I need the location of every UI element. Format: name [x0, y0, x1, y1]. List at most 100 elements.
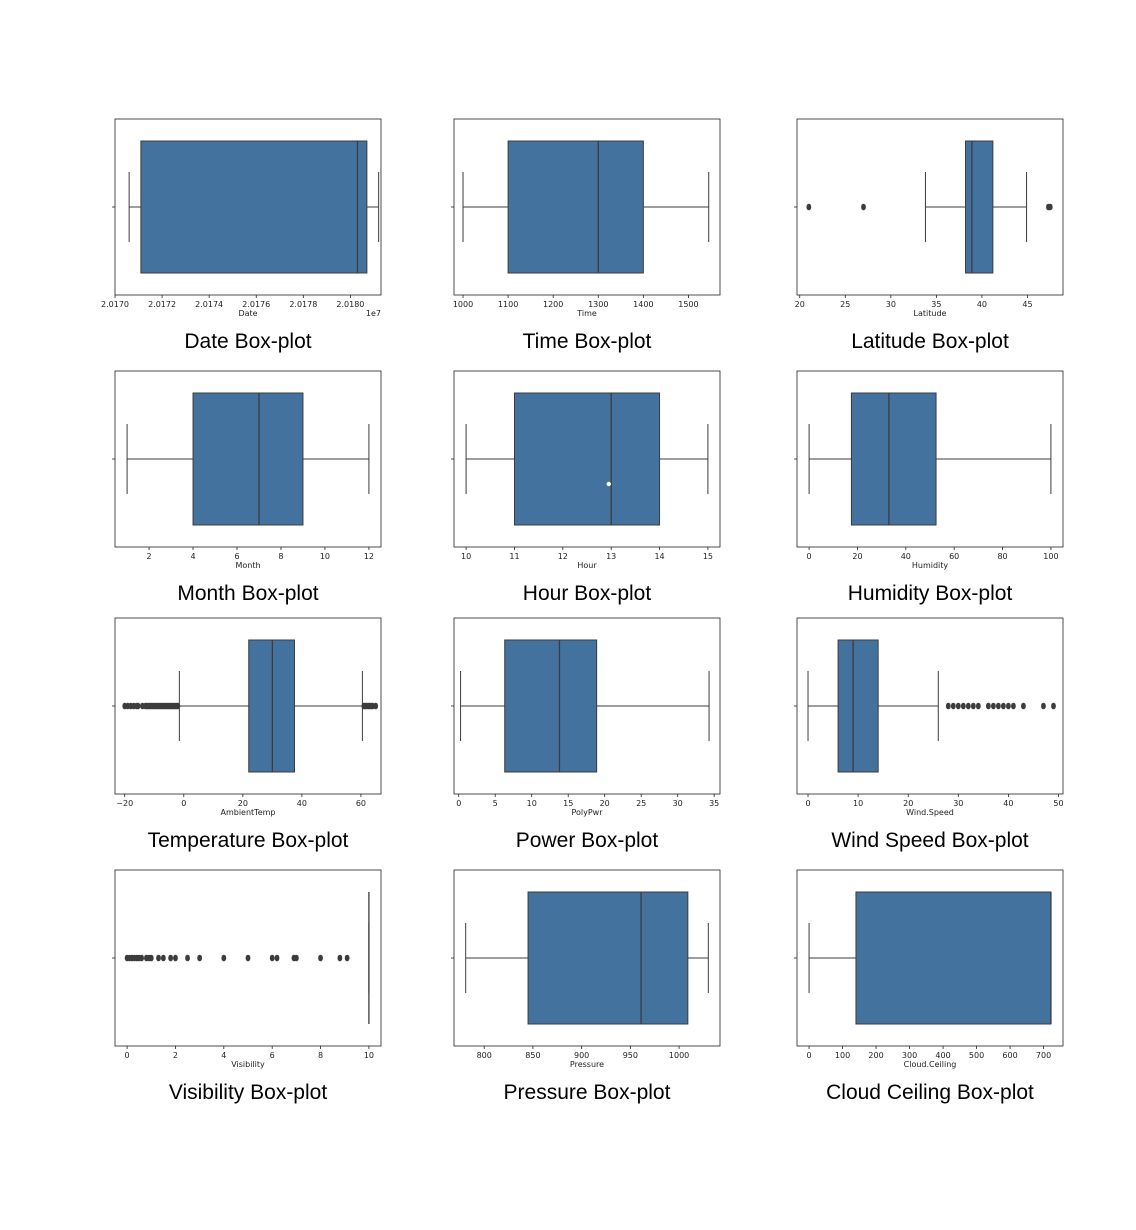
plot-caption: Hour Box-plot: [523, 582, 652, 605]
x-axis-label: Latitude: [914, 309, 947, 318]
x-tick-label: 20: [903, 799, 913, 808]
outlier-point: [156, 954, 161, 962]
outlier-point: [221, 954, 227, 962]
outlier-point: [975, 702, 981, 710]
x-tick-label: 30: [953, 799, 963, 808]
x-tick-label: 35: [931, 300, 941, 309]
outlier-point: [955, 702, 961, 710]
outlier-point: [168, 954, 174, 962]
x-tick-label: 60: [949, 552, 959, 561]
box-plot-panel: 0 20 40 60 80 100 Humidity Humidity Box-plot: [794, 370, 1064, 605]
outlier-point: [970, 702, 976, 710]
plot-caption: Latitude Box-plot: [851, 330, 1009, 353]
x-tick-label: 6: [234, 552, 239, 561]
outlier-point: [173, 954, 178, 962]
plot-caption: Power Box-plot: [516, 829, 659, 852]
x-tick-label: 8: [318, 1051, 323, 1060]
box-plot-panel: 0 5 10 15 20 25 30 35 PolyPwr Power Box-plot: [451, 617, 721, 852]
x-axis-label: Cloud.Ceiling: [904, 1060, 957, 1069]
outlier-point: [806, 203, 812, 211]
iqr-box: [507, 140, 644, 274]
x-tick-label: 20: [600, 799, 610, 808]
box-plot-panel: 1000 1100 1200 1300 1400 1500 Time Time Box-plo…: [451, 118, 721, 353]
x-tick-label: 1100: [498, 300, 518, 309]
x-tick-label: 2.0180: [336, 300, 364, 309]
x-axis-label: Wind.Speed: [906, 808, 954, 817]
x-tick-label: 35: [709, 799, 719, 808]
x-axis-label: PolyPwr: [571, 808, 603, 817]
plot-caption: Visibility Box-plot: [169, 1081, 328, 1104]
x-tick-label: 300: [902, 1051, 917, 1060]
x-tick-label: 800: [477, 1051, 492, 1060]
outlier-point: [985, 702, 991, 710]
x-tick-label: 11: [509, 552, 519, 561]
x-axis-label: Visibility: [231, 1060, 265, 1069]
iqr-box: [527, 891, 689, 1025]
x-tick-label: 40: [297, 799, 307, 808]
x-tick-label: 20: [795, 300, 805, 309]
x-axis-label: Time: [576, 309, 597, 318]
x-tick-label: 4: [190, 552, 195, 561]
outlier-point: [293, 954, 299, 962]
outlier-point: [965, 702, 971, 710]
x-tick-label: 14: [654, 552, 664, 561]
x-tick-label: 850: [525, 1051, 540, 1060]
outlier-point: [337, 954, 343, 962]
x-tick-label: 5: [493, 799, 498, 808]
outlier-point: [139, 954, 145, 962]
outlier-point: [197, 954, 203, 962]
x-tick-label: 2: [147, 552, 152, 561]
x-tick-label: 500: [969, 1051, 984, 1060]
x-tick-label: 2.0176: [242, 300, 270, 309]
mean-marker: [606, 481, 611, 487]
box-plot-panel: 20 25 30 35 40 45 Latitude Latitude Box-plot: [794, 118, 1064, 353]
plot-caption: Time Box-plot: [523, 330, 652, 353]
x-tick-label: 30: [673, 799, 683, 808]
x-tick-label: 600: [1002, 1051, 1017, 1060]
iqr-box: [513, 392, 661, 526]
x-tick-label: 40: [901, 552, 911, 561]
x-tick-label: 12: [364, 552, 374, 561]
x-tick-label: 13: [606, 552, 616, 561]
outlier-point: [1011, 702, 1016, 710]
x-tick-label: 100: [1043, 552, 1058, 561]
outlier-point: [861, 203, 866, 211]
plot-caption: Pressure Box-plot: [504, 1081, 671, 1104]
outlier-point: [1000, 702, 1006, 710]
x-tick-label: 700: [1036, 1051, 1051, 1060]
x-tick-label: 30: [886, 300, 896, 309]
outlier-point: [945, 702, 951, 710]
x-tick-label: 0: [456, 799, 461, 808]
outlier-point: [995, 702, 1001, 710]
x-tick-label: 10: [364, 1051, 374, 1060]
x-tick-label: 0: [181, 799, 186, 808]
x-tick-label: 25: [636, 799, 646, 808]
iqr-box: [965, 140, 994, 274]
x-tick-label: 2.0178: [289, 300, 317, 309]
x-axis-label: Pressure: [570, 1060, 604, 1069]
outlier-point: [990, 702, 996, 710]
x-tick-label: 10: [320, 552, 330, 561]
plot-caption: Humidity Box-plot: [848, 582, 1013, 605]
box-plot-panel: 2.0170 2.0172 2.0174 2.0176 2.0178 2.0180 Date…: [101, 118, 382, 353]
iqr-box: [855, 891, 1052, 1025]
x-tick-label: 20: [238, 799, 248, 808]
outlier-point: [135, 702, 141, 710]
x-tick-label: 900: [574, 1051, 589, 1060]
x-tick-label: 1000: [669, 1051, 689, 1060]
iqr-box: [192, 392, 304, 526]
x-tick-label: 2.0174: [195, 300, 223, 309]
outlier-point: [1041, 702, 1046, 710]
box-plot-panel: 10 11 12 13 14 15 Hour Hour Box-plot: [451, 370, 721, 605]
x-tick-label: 100: [835, 1051, 850, 1060]
plot-caption: Temperature Box-plot: [148, 829, 349, 852]
x-tick-label: 950: [623, 1051, 638, 1060]
outlier-point: [274, 954, 280, 962]
x-axis-label: Hour: [577, 561, 597, 570]
x-tick-label: 2: [173, 1051, 178, 1060]
outlier-point: [373, 702, 379, 710]
outlier-point: [160, 954, 166, 962]
outlier-point: [1047, 203, 1053, 211]
outlier-point: [318, 954, 323, 962]
